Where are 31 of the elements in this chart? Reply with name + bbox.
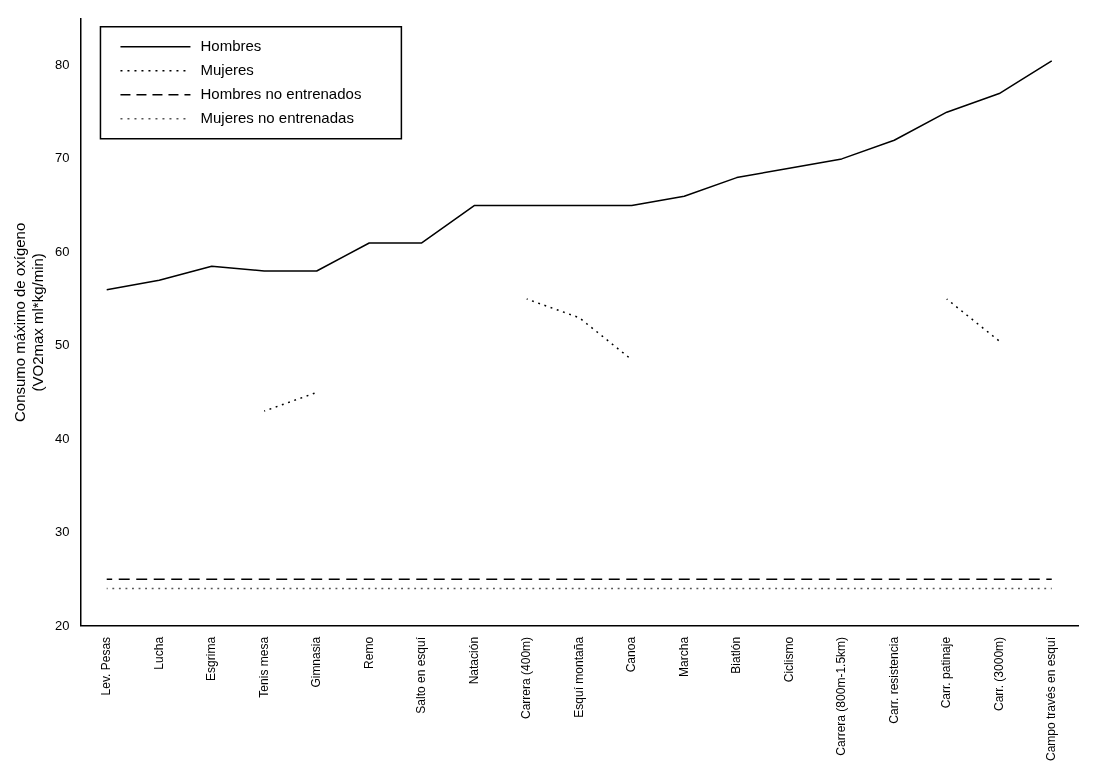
x-tick-label: Esquí montaña — [571, 636, 586, 718]
x-tick-label: Biatlón — [729, 636, 744, 674]
x-tick-label: Marcha — [676, 636, 691, 677]
x-tick-label: Carr. resistencia — [886, 636, 901, 724]
x-tick-label: Carr. patinaje — [939, 636, 954, 709]
x-tick-label: Carrera (400m) — [519, 636, 534, 719]
y-tick-label: 20 — [54, 617, 70, 633]
x-tick-label: Canoa — [624, 636, 639, 673]
x-tick-label: Lucha — [151, 636, 166, 670]
x-tick-label: Campo través en esquí — [1044, 636, 1059, 762]
x-tick-label: Gimnasia — [309, 636, 324, 688]
y-tick-label: 50 — [54, 337, 70, 353]
legend-label: Hombres — [200, 36, 262, 54]
x-tick-label: Salto en esquí — [414, 636, 429, 714]
y-axis-title: Consumo máximo de oxígeno (VO2max ml*kg/min) — [11, 222, 47, 423]
x-tick-label: Lev. Pesas — [99, 636, 114, 696]
x-tick-label: Ciclismo — [781, 636, 796, 683]
x-tick-label: Carrera (800m-1.5km) — [834, 636, 849, 756]
legend-label: Hombres no entrenados — [200, 84, 362, 102]
y-tick-label: 30 — [54, 524, 70, 540]
x-tick-label: Esgrima — [204, 636, 219, 681]
legend-label: Mujeres no entrenadas — [200, 108, 354, 126]
y-tick-label: 60 — [54, 243, 70, 259]
x-tick-label: Carr. (3000m) — [991, 636, 1006, 711]
x-tick-label: Remo — [361, 636, 376, 669]
y-tick-label: 40 — [54, 430, 70, 446]
y-tick-label: 70 — [54, 150, 70, 166]
x-tick-label: Natación — [466, 636, 481, 685]
legend-label: Mujeres — [200, 60, 254, 78]
x-tick-label: Tenis mesa — [256, 636, 271, 698]
y-tick-label: 80 — [54, 57, 70, 73]
